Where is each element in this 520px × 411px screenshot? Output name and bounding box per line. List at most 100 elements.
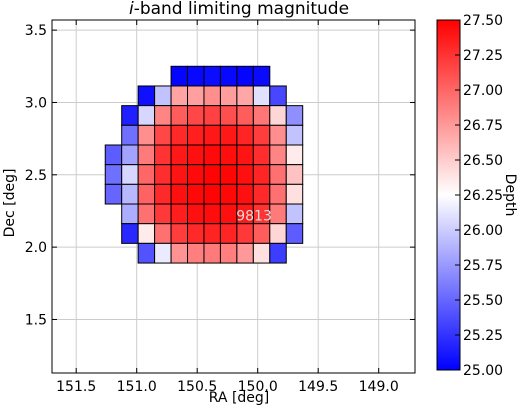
heatmap-cell bbox=[187, 65, 205, 87]
heatmap-cell bbox=[187, 183, 205, 205]
heatmap-cell bbox=[203, 124, 221, 146]
heatmap-cell bbox=[154, 144, 172, 166]
heatmap-cell bbox=[203, 164, 221, 185]
heatmap-cell bbox=[154, 183, 172, 205]
heatmap-cell bbox=[187, 164, 205, 185]
heatmap-cell bbox=[203, 223, 221, 244]
heatmap-cell bbox=[121, 144, 139, 166]
heatmap-cell bbox=[203, 144, 221, 166]
heatmap-cell bbox=[187, 85, 205, 107]
heatmap-cell bbox=[219, 65, 238, 87]
heatmap-cell bbox=[219, 144, 238, 166]
colorbar-ticks: 25.00 25.25 25.50 25.75 26.00 26.25 26.50 26.75… bbox=[455, 13, 503, 379]
y-axis-label: Dec [deg] bbox=[2, 169, 18, 238]
heatmap-cell bbox=[154, 105, 172, 126]
heatmap-cell bbox=[236, 144, 254, 166]
heatmap-cell bbox=[154, 242, 172, 264]
colorbar-tick-label: 27.00 bbox=[463, 83, 503, 99]
heatmap-cell bbox=[219, 203, 238, 225]
x-tick-label: 151.0 bbox=[117, 379, 157, 395]
heatmap-cell bbox=[137, 242, 156, 264]
colorbar-tick-label: 25.00 bbox=[463, 363, 503, 379]
heatmap-cell bbox=[219, 124, 238, 146]
heatmap-cell bbox=[285, 144, 304, 166]
heatmap-cell bbox=[269, 144, 287, 166]
heatmap-cell bbox=[219, 223, 238, 244]
heatmap-cell bbox=[252, 105, 271, 126]
heatmap-cell bbox=[187, 124, 205, 146]
heatmap-cell bbox=[269, 124, 287, 146]
y-tick-label: 2.5 bbox=[25, 168, 47, 184]
heatmap-cell bbox=[285, 203, 304, 225]
heatmap-cell bbox=[203, 203, 221, 225]
heatmap-cell bbox=[269, 203, 287, 225]
heatmap-cell bbox=[269, 223, 287, 244]
heatmap-cell bbox=[285, 124, 304, 146]
heatmap-cell bbox=[170, 164, 189, 185]
heatmap-cells bbox=[104, 65, 304, 264]
heatmap-cell bbox=[154, 85, 172, 107]
y-tick-label: 3.5 bbox=[25, 23, 47, 39]
heatmap-cell bbox=[236, 65, 254, 87]
heatmap-cell bbox=[187, 144, 205, 166]
colorbar-tick-label: 26.00 bbox=[463, 223, 503, 239]
heatmap-cell bbox=[285, 164, 304, 185]
heatmap-cell bbox=[187, 203, 205, 225]
heatmap-cell bbox=[236, 223, 254, 244]
axis-ticks: 151.5 151.0 150.5 150.0 149.5 149.0 1.5 2.0 2.5 3… bbox=[25, 20, 415, 395]
heatmap-cell bbox=[104, 144, 123, 166]
heatmap-cell bbox=[285, 183, 304, 205]
y-tick-label: 2.0 bbox=[25, 240, 47, 256]
heatmap-cell bbox=[121, 223, 139, 244]
heatmap-cell bbox=[203, 85, 221, 107]
heatmap-cell bbox=[137, 203, 156, 225]
heatmap-cell bbox=[203, 65, 221, 87]
heatmap-cell bbox=[187, 105, 205, 126]
heatmap-cell bbox=[154, 203, 172, 225]
heatmap-cell bbox=[137, 105, 156, 126]
heatmap-cell bbox=[219, 242, 238, 264]
colorbar-tick-label: 25.75 bbox=[463, 258, 503, 274]
colorbar-tick-label: 27.25 bbox=[463, 48, 503, 64]
heatmap-cell bbox=[137, 144, 156, 166]
heatmap-cell bbox=[154, 223, 172, 244]
y-tick-label: 3.0 bbox=[25, 95, 47, 111]
heatmap-cell bbox=[236, 164, 254, 185]
heatmap-cell bbox=[187, 242, 205, 264]
heatmap-cell bbox=[137, 124, 156, 146]
heatmap-cell bbox=[236, 242, 254, 264]
heatmap-cell bbox=[219, 85, 238, 107]
chart-title: i-band limiting magnitude bbox=[129, 0, 349, 19]
heatmap-cell bbox=[121, 183, 139, 205]
heatmap-cell bbox=[252, 85, 271, 107]
plot-area-frame bbox=[51, 19, 416, 374]
colorbar-label: Depth bbox=[502, 174, 518, 217]
heatmap-cell bbox=[236, 105, 254, 126]
heatmap-cell bbox=[121, 203, 139, 225]
x-tick-label: 150.0 bbox=[238, 379, 278, 395]
heatmap-cell bbox=[104, 183, 123, 205]
chart-title-rest: -band limiting magnitude bbox=[134, 0, 349, 19]
heatmap-cell bbox=[170, 144, 189, 166]
x-axis-label: RA [deg] bbox=[209, 390, 270, 406]
heatmap-cell bbox=[187, 223, 205, 244]
heatmap-cell bbox=[170, 183, 189, 205]
heatmap-cell bbox=[137, 183, 156, 205]
heatmap-cell bbox=[236, 124, 254, 146]
heatmap-cell bbox=[252, 223, 271, 244]
heatmap-cell bbox=[170, 85, 189, 107]
heatmap-cell bbox=[252, 164, 271, 185]
heatmap-cell bbox=[269, 85, 287, 107]
heatmap-cell bbox=[203, 183, 221, 205]
chart-title-italic: i bbox=[129, 0, 134, 19]
heatmap-cell bbox=[170, 242, 189, 264]
colorbar-tick-label: 26.25 bbox=[463, 188, 503, 204]
x-tick-label: 149.0 bbox=[359, 379, 399, 395]
count-annotation: 9813 bbox=[236, 208, 272, 224]
heatmap-cell bbox=[252, 65, 271, 87]
heatmap-cell bbox=[236, 183, 254, 205]
heatmap-cell bbox=[285, 223, 304, 244]
heatmap-cell bbox=[121, 164, 139, 185]
heatmap-cell bbox=[252, 242, 271, 264]
